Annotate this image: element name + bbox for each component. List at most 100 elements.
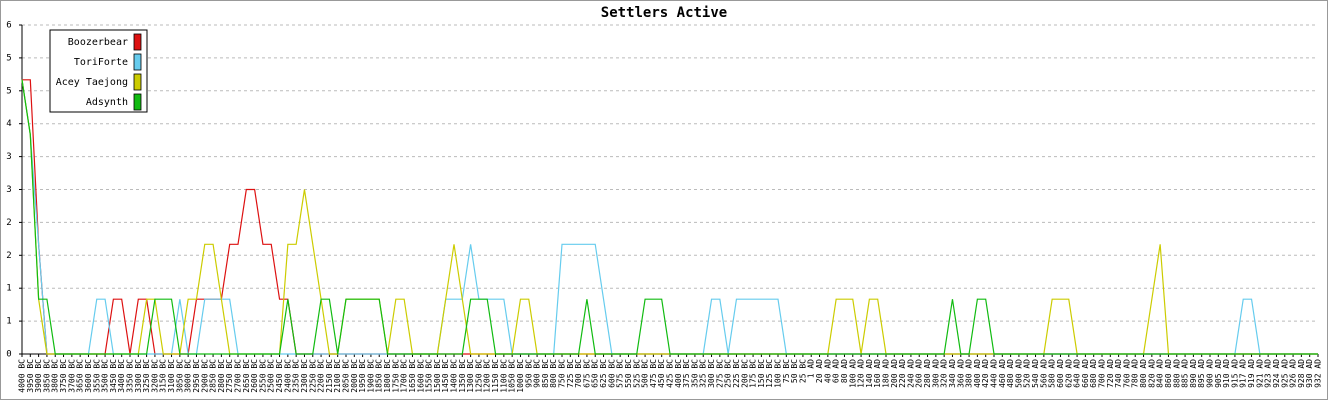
- x-tick-label: 220 AD: [898, 359, 907, 388]
- x-tick-label: 500 BC: [641, 359, 650, 388]
- x-tick-label: 820 AD: [1147, 359, 1156, 388]
- x-tick-label: 1250 BC: [474, 359, 483, 393]
- x-tick-label: 750 BC: [558, 359, 567, 388]
- x-tick-label: 900 BC: [533, 359, 542, 388]
- x-tick-label: 2500 BC: [267, 359, 276, 393]
- x-tick-label: 880 AD: [1172, 359, 1181, 388]
- y-tick-label: 5: [6, 53, 11, 63]
- x-tick-label: 140 AD: [865, 359, 874, 388]
- x-tick-label: 3450 BC: [109, 359, 118, 393]
- legend: Boozerbear ToriForte Acey Taejong Adsynth: [49, 29, 148, 113]
- x-tick-label: 200 BC: [740, 359, 749, 388]
- y-tick-label: 1: [6, 317, 11, 327]
- x-tick-label: 275 BC: [715, 359, 724, 388]
- x-tick-label: 3250 BC: [142, 359, 151, 393]
- x-tick-label: 3500 BC: [101, 359, 110, 393]
- x-tick-label: 150 BC: [757, 359, 766, 388]
- x-tick-label: 280 AD: [923, 359, 932, 388]
- x-tick-label: 560 AD: [1039, 359, 1048, 388]
- x-tick-label: 1100 BC: [499, 359, 508, 393]
- x-tick-label: 932 AD: [1314, 359, 1323, 388]
- x-tick-label: 340 AD: [948, 359, 957, 388]
- x-tick-label: 540 AD: [1031, 359, 1040, 388]
- x-tick-label: 80 AD: [840, 359, 849, 383]
- x-tick-label: 2900 BC: [200, 359, 209, 393]
- x-tick-label: 2950 BC: [192, 359, 201, 393]
- x-tick-label: 475 BC: [649, 359, 658, 388]
- x-tick-label: 175 BC: [749, 359, 758, 388]
- x-tick-label: 125 BC: [765, 359, 774, 388]
- x-tick-label: 40 AD: [823, 359, 832, 383]
- x-tick-label: 923 AD: [1264, 359, 1273, 388]
- x-tick-label: 2350 BC: [292, 359, 301, 393]
- x-tick-label: 3650 BC: [76, 359, 85, 393]
- x-tick-label: 850 BC: [541, 359, 550, 388]
- x-tick-label: 160 AD: [873, 359, 882, 388]
- y-tick-label: 0: [6, 350, 11, 360]
- x-tick-label: 240 AD: [906, 359, 915, 388]
- x-tick-label: 900 AD: [1206, 359, 1215, 388]
- x-tick-label: 725 BC: [566, 359, 575, 388]
- x-tick-label: 120 AD: [857, 359, 866, 388]
- x-tick-label: 3150 BC: [159, 359, 168, 393]
- x-tick-label: 3800 BC: [51, 359, 60, 393]
- x-tick-label: 460 AD: [998, 359, 1007, 388]
- legend-swatch: [133, 53, 142, 71]
- x-tick-label: 2000 BC: [350, 359, 359, 393]
- x-tick-label: 520 AD: [1023, 359, 1032, 388]
- x-tick-label: 2850 BC: [209, 359, 218, 393]
- x-tick-label: 2100 BC: [333, 359, 342, 393]
- y-tick-label: 2: [6, 251, 11, 261]
- x-tick-label: 890 AD: [1189, 359, 1198, 388]
- legend-label: ToriForte: [74, 57, 128, 68]
- x-tick-label: 360 AD: [956, 359, 965, 388]
- x-tick-label: 2550 BC: [258, 359, 267, 393]
- x-tick-label: 600 AD: [1056, 359, 1065, 388]
- x-tick-label: 700 BC: [574, 359, 583, 388]
- x-tick-label: 3950 BC: [26, 359, 35, 393]
- x-tick-label: 840 AD: [1156, 359, 1165, 388]
- y-tick-label: 5: [6, 86, 11, 96]
- x-tick-label: 25 BC: [798, 359, 807, 383]
- x-tick-label: 905 AD: [1214, 359, 1223, 388]
- y-tick-label: 2: [6, 218, 11, 228]
- x-tick-label: 800 BC: [549, 359, 558, 388]
- x-tick-label: 2050 BC: [342, 359, 351, 393]
- x-tick-label: 3200 BC: [150, 359, 159, 393]
- x-tick-label: 1300 BC: [466, 359, 475, 393]
- x-tick-label: 100 AD: [848, 359, 857, 388]
- x-tick-label: 925 AD: [1280, 359, 1289, 388]
- x-tick-label: 928 AD: [1297, 359, 1306, 388]
- x-tick-label: 910 AD: [1222, 359, 1231, 388]
- x-tick-label: 885 AD: [1181, 359, 1190, 388]
- x-tick-label: 180 AD: [882, 359, 891, 388]
- x-tick-label: 400 AD: [973, 359, 982, 388]
- legend-label: Adsynth: [86, 97, 128, 108]
- x-tick-label: 50 BC: [790, 359, 799, 383]
- x-tick-label: 2400 BC: [283, 359, 292, 393]
- x-tick-label: 650 BC: [591, 359, 600, 388]
- x-tick-label: 3900 BC: [34, 359, 43, 393]
- x-tick-label: 917 AD: [1239, 359, 1248, 388]
- x-tick-label: 300 BC: [707, 359, 716, 388]
- x-tick-label: 3050 BC: [175, 359, 184, 393]
- x-tick-label: 1750 BC: [391, 359, 400, 393]
- legend-label: Boozerbear: [68, 37, 128, 48]
- x-tick-label: 1550 BC: [425, 359, 434, 393]
- x-tick-label: 921 AD: [1255, 359, 1264, 388]
- x-tick-label: 700 AD: [1098, 359, 1107, 388]
- x-tick-label: 3000 BC: [184, 359, 193, 393]
- x-tick-label: 300 AD: [931, 359, 940, 388]
- x-tick-label: 640 AD: [1073, 359, 1082, 388]
- x-tick-label: 760 AD: [1122, 359, 1131, 388]
- x-tick-label: 1050 BC: [508, 359, 517, 393]
- x-tick-label: 380 AD: [965, 359, 974, 388]
- x-tick-label: 325 BC: [699, 359, 708, 388]
- x-tick-label: 60 AD: [832, 359, 841, 383]
- x-tick-label: 450 BC: [657, 359, 666, 388]
- legend-swatch: [133, 93, 142, 111]
- x-tick-label: 550 BC: [624, 359, 633, 388]
- x-tick-label: 600 BC: [607, 359, 616, 388]
